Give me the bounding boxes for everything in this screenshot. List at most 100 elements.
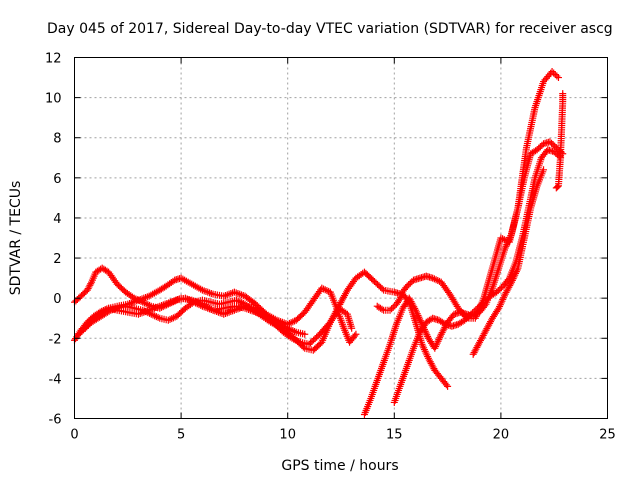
chart-title: Day 045 of 2017, Sidereal Day-to-day VTE… (47, 21, 613, 37)
data-point (405, 281, 413, 289)
data-point (480, 298, 488, 306)
data-point (86, 281, 94, 289)
data-point (140, 307, 148, 315)
data-point (406, 279, 414, 287)
data-point (142, 308, 150, 316)
y-axis-title: SDTVAR / TECUs (8, 181, 24, 296)
series-track-d (75, 296, 356, 354)
data-point (483, 295, 491, 303)
series-track-i (552, 90, 567, 192)
y-tick-label: 8 (53, 132, 61, 147)
data-point (168, 315, 176, 323)
data-point (403, 282, 411, 290)
data-point (434, 277, 442, 285)
data-point (533, 146, 541, 154)
grid-layer (74, 57, 608, 419)
x-axis-title: GPS time / hours (281, 458, 398, 474)
data-point (429, 274, 437, 282)
data-point (469, 309, 477, 317)
data-point (284, 320, 292, 328)
data-point (301, 330, 309, 338)
data-point (320, 285, 328, 293)
data-point (164, 316, 172, 324)
data-point (285, 319, 293, 327)
data-point (351, 332, 359, 340)
data-point (144, 309, 152, 317)
data-point (477, 301, 485, 309)
data-point (139, 306, 147, 314)
x-tick-label: 25 (599, 428, 616, 443)
data-point (462, 315, 470, 323)
data-point (238, 299, 246, 307)
data-point (540, 166, 548, 174)
data-point (432, 276, 440, 284)
data-point (299, 343, 307, 351)
data-point (467, 310, 475, 318)
data-point (461, 316, 469, 324)
data-point (318, 284, 326, 292)
data-point (287, 319, 295, 327)
data-point (144, 301, 152, 309)
y-tick-label: -2 (49, 332, 62, 347)
data-point (83, 323, 91, 331)
data-point (493, 288, 501, 296)
data-point (473, 304, 481, 312)
data-point (553, 72, 561, 80)
plot-frame (74, 57, 608, 419)
data-point (494, 287, 502, 295)
series-track-h (469, 166, 548, 358)
data-point (85, 283, 93, 291)
data-point (404, 297, 412, 305)
data-point (378, 285, 386, 293)
marks-layer (71, 68, 567, 418)
data-point (140, 299, 148, 307)
data-point (76, 329, 84, 337)
data-point (132, 295, 140, 303)
data-point (553, 151, 561, 159)
data-point (80, 326, 88, 334)
data-point (548, 68, 556, 76)
data-point (142, 300, 150, 308)
ticks-layer: 0 5 10 15 20 25 -6 -4 -2 0 2 4 6 8 10 12 (45, 52, 616, 443)
data-point (137, 297, 145, 305)
data-point (169, 314, 177, 322)
y-tick-label: 2 (53, 252, 61, 267)
y-tick-label: -6 (49, 413, 62, 428)
data-point (388, 305, 396, 313)
series-track-g (373, 290, 452, 390)
data-point (497, 234, 505, 242)
data-point (134, 296, 142, 304)
data-point (130, 294, 138, 302)
data-point (84, 321, 92, 329)
data-point (188, 299, 196, 307)
data-point (270, 320, 278, 328)
data-point (554, 74, 562, 82)
data-point (169, 277, 177, 285)
data-point (348, 324, 356, 332)
data-point (389, 303, 397, 311)
data-point (472, 306, 480, 314)
y-tick-label: 10 (45, 92, 62, 107)
y-tick-label: 0 (53, 292, 61, 307)
data-point (386, 306, 394, 314)
data-point (323, 287, 331, 295)
data-point (475, 303, 483, 311)
data-point (548, 139, 556, 147)
data-point (149, 311, 157, 319)
data-point (550, 148, 558, 156)
data-point (268, 319, 276, 327)
data-point (442, 381, 450, 389)
data-point (289, 318, 297, 326)
data-point (535, 144, 543, 152)
data-point (551, 71, 559, 79)
data-point (549, 141, 557, 149)
data-point (470, 307, 478, 315)
data-point (378, 305, 386, 313)
data-point (135, 297, 143, 305)
data-point (440, 319, 448, 327)
data-point (146, 309, 154, 317)
data-point (84, 285, 92, 293)
x-tick-label: 15 (386, 428, 403, 443)
data-point (75, 330, 83, 338)
